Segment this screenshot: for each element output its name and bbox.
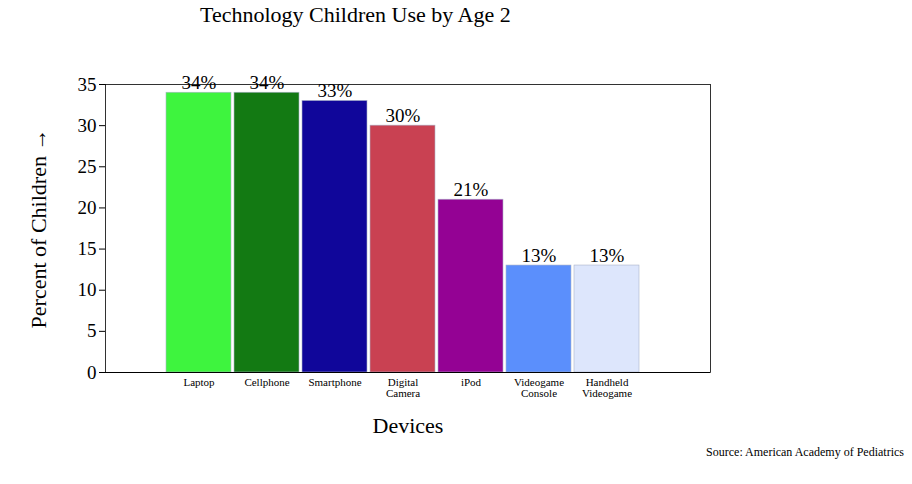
svg-text:Devices: Devices bbox=[373, 413, 444, 438]
svg-text:HandheldVideogame: HandheldVideogame bbox=[582, 376, 632, 399]
svg-text:13%: 13% bbox=[590, 245, 625, 266]
svg-text:34%: 34% bbox=[250, 72, 285, 93]
svg-text:30: 30 bbox=[78, 115, 97, 136]
svg-text:iPod: iPod bbox=[461, 376, 482, 388]
svg-text:20: 20 bbox=[78, 197, 97, 218]
svg-text:30%: 30% bbox=[386, 105, 421, 126]
svg-text:Percent of Children →: Percent of Children → bbox=[26, 129, 51, 329]
svg-text:VideogameConsole: VideogameConsole bbox=[514, 376, 564, 399]
svg-text:15: 15 bbox=[78, 238, 97, 259]
svg-text:35: 35 bbox=[78, 74, 97, 95]
svg-text:25: 25 bbox=[78, 156, 97, 177]
svg-text:34%: 34% bbox=[182, 72, 217, 93]
svg-text:21%: 21% bbox=[454, 179, 489, 200]
html-text:Source: American Academy of Pe: Source: American Academy of Pediatrics bbox=[706, 445, 904, 459]
svg-text:5: 5 bbox=[87, 320, 97, 341]
svg-text:Cellphone: Cellphone bbox=[244, 376, 289, 388]
svg-text:0: 0 bbox=[87, 362, 97, 383]
svg-text:10: 10 bbox=[78, 279, 97, 300]
html-text:Technology Children Use by Age: Technology Children Use by Age 2 bbox=[200, 2, 511, 27]
svg-text:Smartphone: Smartphone bbox=[308, 376, 361, 388]
svg-text:Laptop: Laptop bbox=[183, 376, 215, 388]
svg-text:13%: 13% bbox=[522, 245, 557, 266]
svg-text:33%: 33% bbox=[318, 80, 353, 101]
svg-text:DigitalCamera: DigitalCamera bbox=[386, 376, 420, 399]
